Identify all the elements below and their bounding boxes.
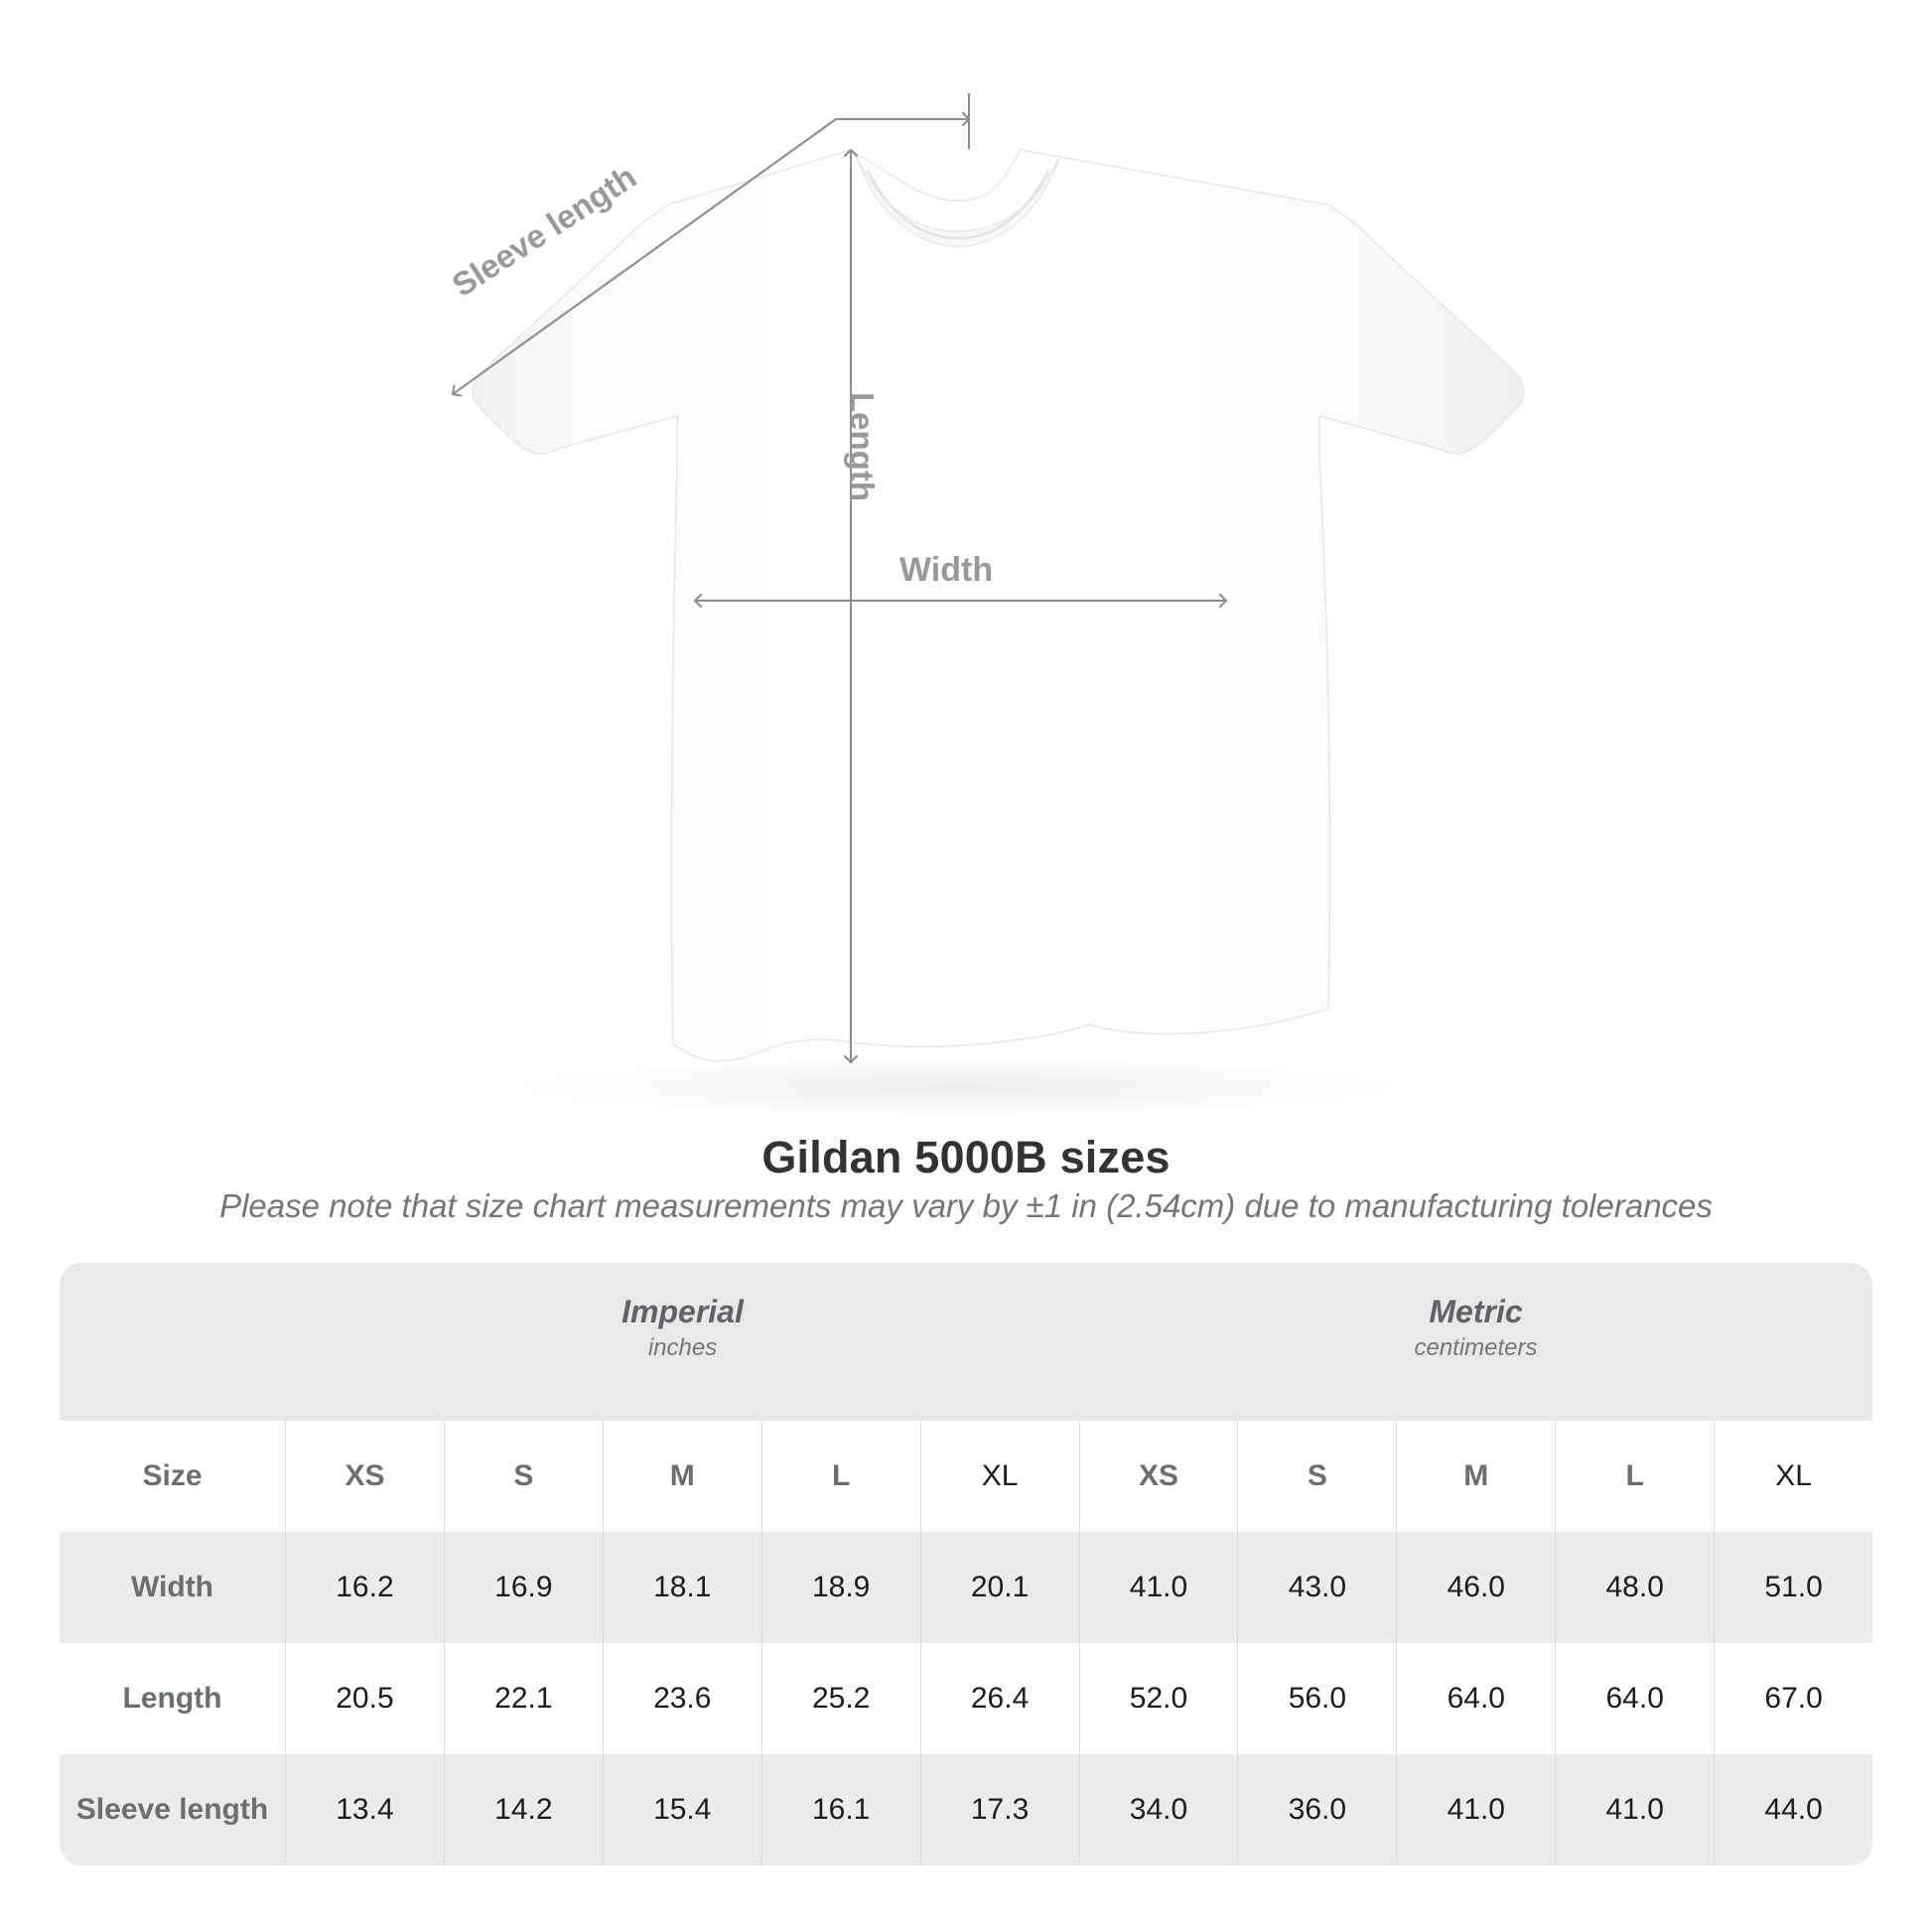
svg-text:Length: Length (844, 392, 881, 501)
svg-text:Width: Width (899, 551, 993, 589)
